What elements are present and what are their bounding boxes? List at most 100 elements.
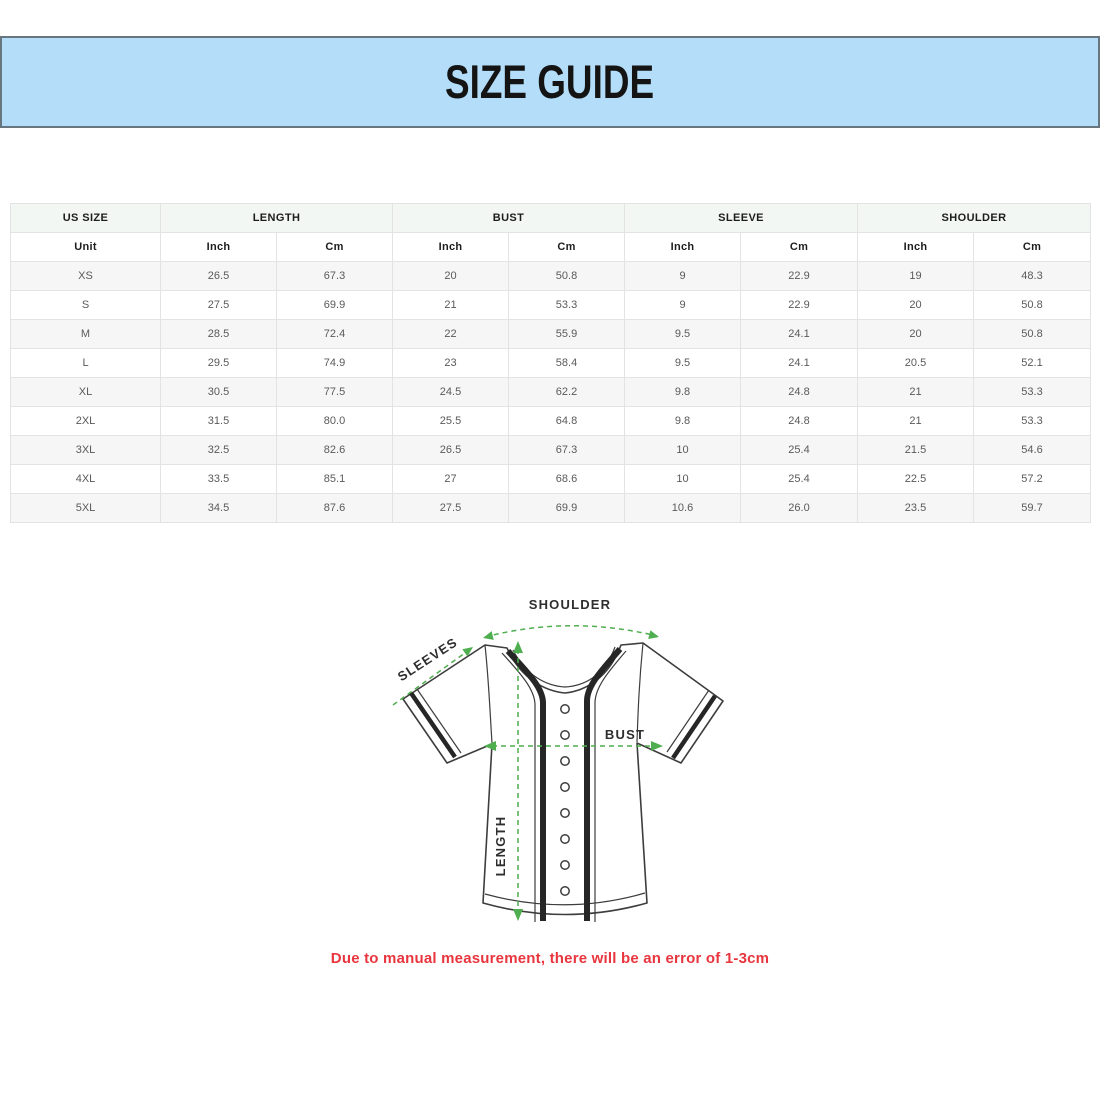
value-cell: 74.9 — [276, 348, 393, 378]
jersey-outline — [402, 642, 724, 922]
size-cell: 4XL — [10, 464, 161, 494]
value-cell: 23 — [392, 348, 509, 378]
value-cell: 67.3 — [276, 261, 393, 291]
size-cell: 3XL — [10, 435, 161, 465]
value-cell: 24.1 — [740, 348, 859, 378]
size-cell: 5XL — [10, 493, 161, 523]
value-cell: 24.1 — [740, 319, 859, 349]
unit-header: Inch — [624, 232, 742, 262]
size-cell: XS — [10, 261, 161, 291]
value-cell: 55.9 — [507, 319, 626, 349]
bust-label: BUST — [605, 727, 645, 742]
value-cell: 85.1 — [276, 464, 393, 494]
value-cell: 26.0 — [740, 493, 859, 523]
value-cell: 27 — [392, 464, 509, 494]
value-cell: 26.5 — [392, 435, 509, 465]
value-cell: 22.9 — [740, 290, 859, 320]
value-cell: 58.4 — [507, 348, 626, 378]
size-cell: 2XL — [10, 406, 161, 436]
value-cell: 20 — [857, 319, 975, 349]
table-row: XS 26.5 67.3 20 50.8 9 22.9 19 48.3 — [10, 261, 1092, 291]
value-cell: 10 — [624, 435, 742, 465]
jersey-measurement-diagram: SHOULDER SLEEVES BUST LENGTH — [385, 591, 730, 943]
unit-header: Inch — [857, 232, 975, 262]
shoulder-measure-arrow — [483, 625, 659, 640]
measurement-error-note: Due to manual measurement, there will be… — [330, 950, 770, 967]
sleeves-measure-arrow — [392, 647, 473, 706]
value-cell: 22.9 — [740, 261, 859, 291]
bust-measure-arrow — [484, 741, 663, 751]
value-cell: 50.8 — [507, 261, 626, 291]
value-cell: 28.5 — [160, 319, 277, 349]
size-cell: L — [10, 348, 161, 378]
unit-header: Cm — [973, 232, 1092, 262]
value-cell: 22 — [392, 319, 509, 349]
table-unit-header-row: Unit Inch Cm Inch Cm Inch Cm Inch Cm — [10, 232, 1092, 262]
jersey-buttons — [560, 704, 570, 896]
value-cell: 69.9 — [507, 493, 626, 523]
value-cell: 27.5 — [392, 493, 509, 523]
value-cell: 27.5 — [160, 290, 277, 320]
value-cell: 24.8 — [740, 377, 859, 407]
value-cell: 87.6 — [276, 493, 393, 523]
value-cell: 25.5 — [392, 406, 509, 436]
value-cell: 24.8 — [740, 406, 859, 436]
unit-header: Cm — [276, 232, 393, 262]
value-cell: 23.5 — [857, 493, 975, 523]
value-cell: 9 — [624, 290, 742, 320]
length-label: LENGTH — [493, 816, 508, 877]
page-title: SIZE GUIDE — [445, 54, 655, 109]
value-cell: 21 — [857, 406, 975, 436]
value-cell: 9 — [624, 261, 742, 291]
value-cell: 9.5 — [624, 319, 742, 349]
value-cell: 20 — [857, 290, 975, 320]
unit-header: Cm — [507, 232, 626, 262]
unit-header: Unit — [10, 232, 161, 262]
table-group-header-row: US SIZE LENGTH BUST SLEEVE SHOULDER — [10, 203, 1092, 233]
value-cell: 82.6 — [276, 435, 393, 465]
value-cell: 21.5 — [857, 435, 975, 465]
value-cell: 21 — [392, 290, 509, 320]
unit-header: Cm — [740, 232, 859, 262]
table-row: 3XL 32.5 82.6 26.5 67.3 10 25.4 21.5 54.6 — [10, 435, 1092, 465]
value-cell: 19 — [857, 261, 975, 291]
value-cell: 24.5 — [392, 377, 509, 407]
value-cell: 9.8 — [624, 406, 742, 436]
column-header-shoulder: SHOULDER — [857, 203, 1092, 233]
value-cell: 68.6 — [507, 464, 626, 494]
column-header-sleeve: SLEEVE — [624, 203, 859, 233]
size-chart-table: US SIZE LENGTH BUST SLEEVE SHOULDER Unit… — [10, 203, 1092, 523]
size-cell: S — [10, 290, 161, 320]
table-row: L 29.5 74.9 23 58.4 9.5 24.1 20.5 52.1 — [10, 348, 1092, 378]
size-cell: M — [10, 319, 161, 349]
value-cell: 29.5 — [160, 348, 277, 378]
value-cell: 9.8 — [624, 377, 742, 407]
value-cell: 50.8 — [973, 290, 1092, 320]
value-cell: 80.0 — [276, 406, 393, 436]
column-header-length: LENGTH — [160, 203, 393, 233]
value-cell: 69.9 — [276, 290, 393, 320]
table-row: 5XL 34.5 87.6 27.5 69.9 10.6 26.0 23.5 59.7 — [10, 493, 1092, 523]
value-cell: 20 — [392, 261, 509, 291]
value-cell: 59.7 — [973, 493, 1092, 523]
value-cell: 21 — [857, 377, 975, 407]
size-table-body: XS 26.5 67.3 20 50.8 9 22.9 19 48.3 S 27.5 69.9 21 53… — [10, 261, 1092, 523]
value-cell: 77.5 — [276, 377, 393, 407]
size-cell: XL — [10, 377, 161, 407]
unit-header: Inch — [160, 232, 277, 262]
column-header-us-size: US SIZE — [10, 203, 161, 233]
value-cell: 10 — [624, 464, 742, 494]
value-cell: 31.5 — [160, 406, 277, 436]
value-cell: 53.3 — [507, 290, 626, 320]
value-cell: 34.5 — [160, 493, 277, 523]
table-row: 2XL 31.5 80.0 25.5 64.8 9.8 24.8 21 53.3 — [10, 406, 1092, 436]
value-cell: 33.5 — [160, 464, 277, 494]
table-row: XL 30.5 77.5 24.5 62.2 9.8 24.8 21 53.3 — [10, 377, 1092, 407]
length-measure-arrow — [513, 641, 523, 921]
table-row: 4XL 33.5 85.1 27 68.6 10 25.4 22.5 57.2 — [10, 464, 1092, 494]
value-cell: 26.5 — [160, 261, 277, 291]
value-cell: 72.4 — [276, 319, 393, 349]
table-row: S 27.5 69.9 21 53.3 9 22.9 20 50.8 — [10, 290, 1092, 320]
value-cell: 10.6 — [624, 493, 742, 523]
value-cell: 52.1 — [973, 348, 1092, 378]
